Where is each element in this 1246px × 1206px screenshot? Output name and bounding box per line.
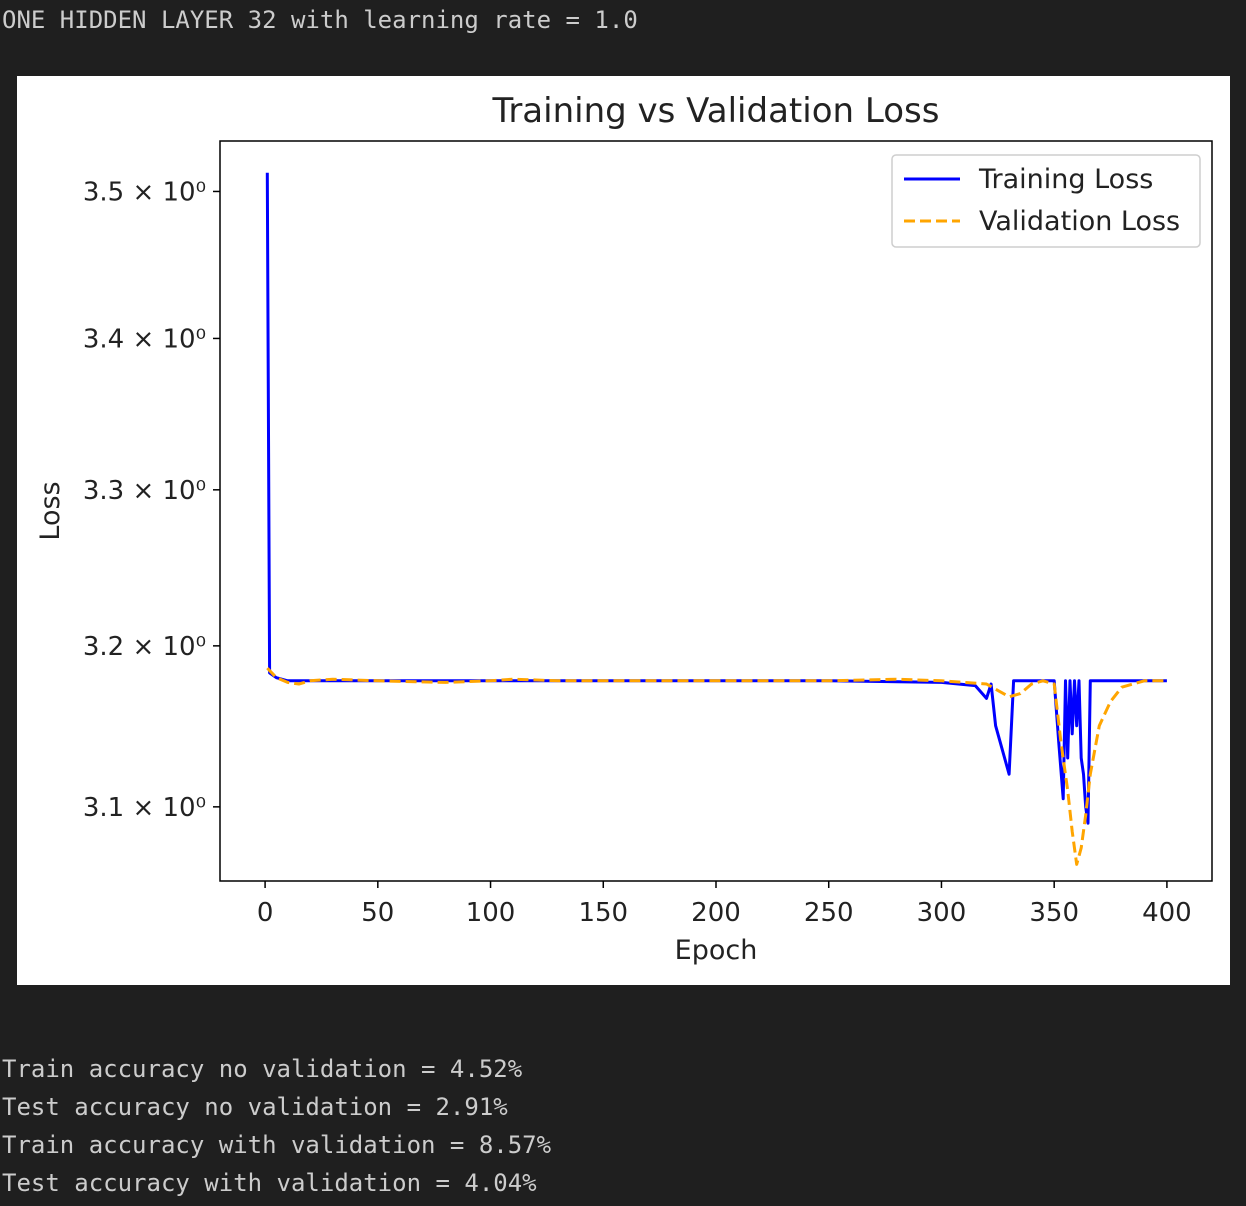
- y-tick-label: 3.5 × 10⁰: [83, 177, 206, 207]
- series-line-training-loss: [265, 172, 1167, 825]
- legend-label-training-loss: Training Loss: [978, 164, 1153, 195]
- stat-line-train-no-validation: Train accuracy no validation = 4.52%: [2, 1055, 523, 1083]
- accuracy-output: Train accuracy no validation = 4.52% Tes…: [2, 1054, 551, 1206]
- stat-line-test-no-validation: Test accuracy no validation = 2.91%: [2, 1093, 508, 1121]
- legend-box: [891, 154, 1201, 248]
- x-tick-label: 350: [1029, 898, 1079, 928]
- x-tick-label: 250: [804, 898, 854, 928]
- x-tick-label: 50: [361, 898, 394, 928]
- y-axis-label: Loss: [35, 481, 66, 540]
- y-tick-label: 3.3 × 10⁰: [83, 476, 206, 506]
- x-tick-label: 0: [257, 898, 274, 928]
- x-tick-label: 300: [917, 898, 967, 928]
- stat-line-test-with-validation: Test accuracy with validation = 4.04%: [2, 1169, 537, 1197]
- x-axis-label: Epoch: [675, 935, 758, 966]
- legend-label-validation-loss: Validation Loss: [979, 206, 1180, 237]
- x-tick-label: 200: [691, 898, 741, 928]
- y-tick-label: 3.1 × 10⁰: [83, 793, 206, 823]
- output-header-text: ONE HIDDEN LAYER 32 with learning rate =…: [2, 6, 638, 34]
- series-line-validation-loss: [266, 667, 1167, 866]
- x-tick-label: 400: [1142, 898, 1192, 928]
- x-tick-label: 100: [466, 898, 516, 928]
- plot-figure: Training vs Validation Loss 0 50 100 150 200 2…: [17, 76, 1230, 985]
- loss-chart: Training vs Validation Loss 0 50 100 150 200 2…: [35, 91, 1213, 966]
- y-tick-label: 3.4 × 10⁰: [83, 324, 206, 354]
- stat-line-train-with-validation: Train accuracy with validation = 8.57%: [2, 1131, 552, 1159]
- chart-title: Training vs Validation Loss: [492, 91, 940, 131]
- x-tick-label: 150: [578, 898, 628, 928]
- y-tick-label: 3.2 × 10⁰: [83, 632, 206, 662]
